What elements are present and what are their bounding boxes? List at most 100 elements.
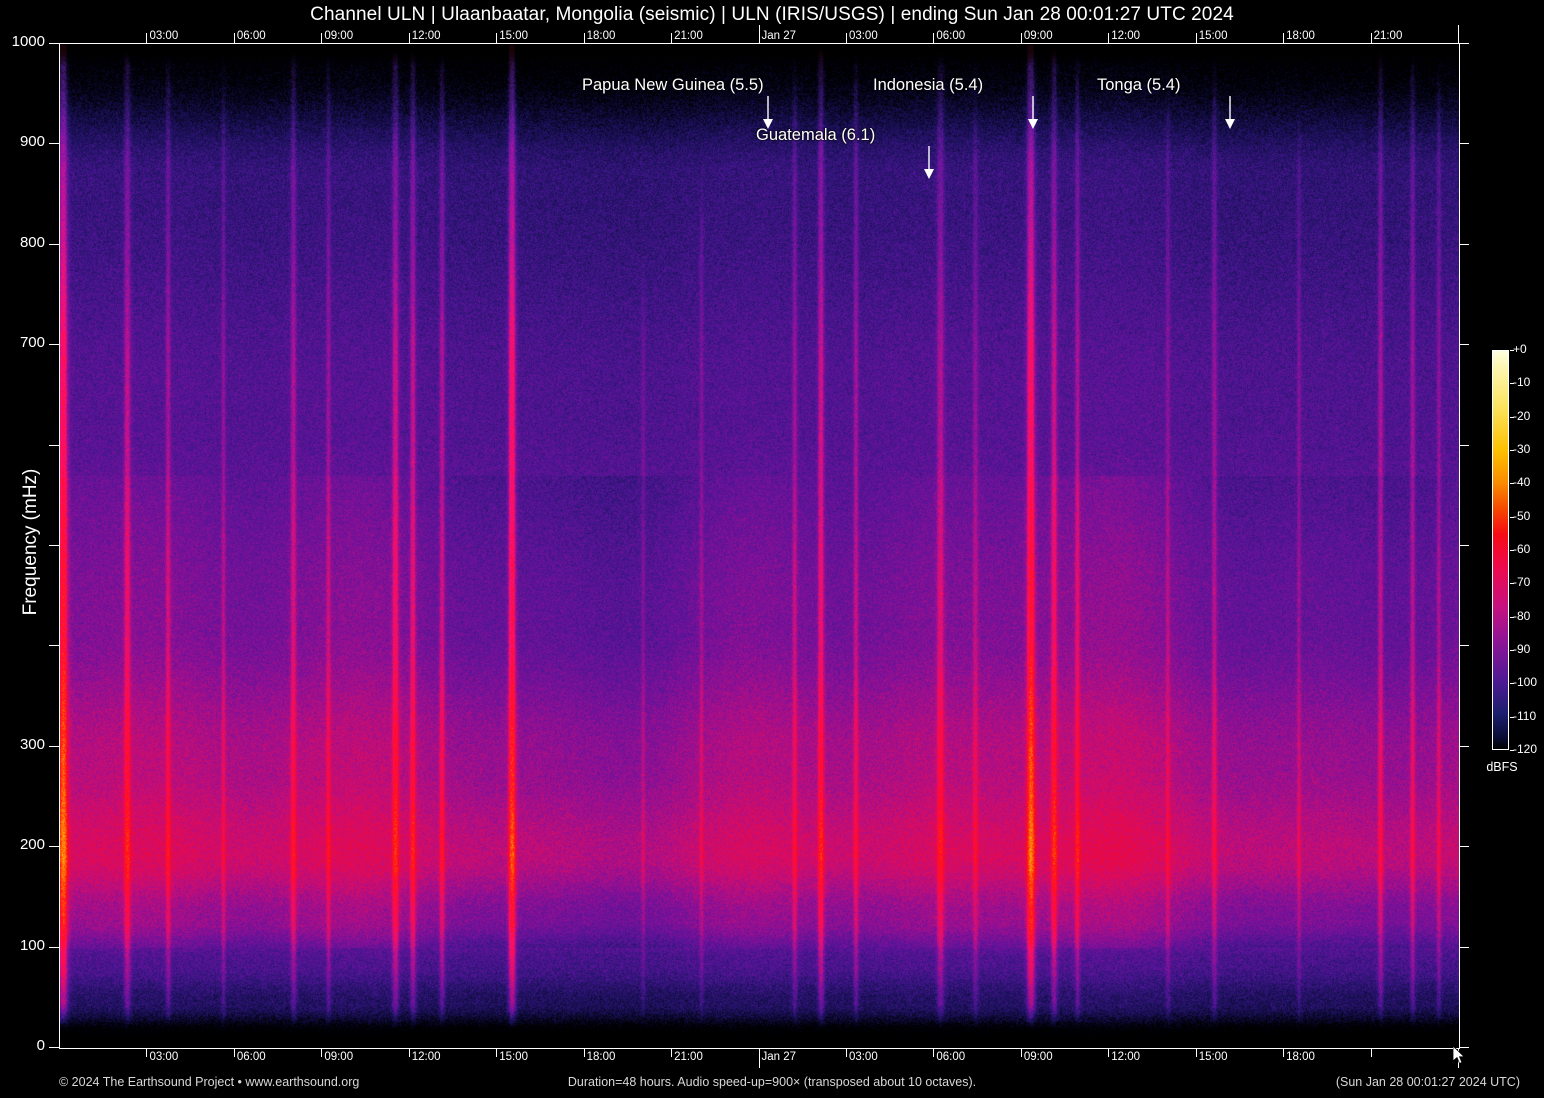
colorbar-unit-label: dBFS — [1486, 760, 1518, 774]
x-tick-bottom — [1108, 1048, 1110, 1057]
x-tick-top — [1283, 33, 1285, 43]
colorbar-tick-label: -30 — [1513, 442, 1531, 456]
x-tick-label-bottom: 09:00 — [1023, 1051, 1053, 1063]
colorbar-tick-label: -110 — [1513, 708, 1537, 723]
colorbar-tick-label: -60 — [1513, 542, 1531, 556]
x-tick-top — [1195, 33, 1197, 43]
colorbar-tick-mark — [1510, 483, 1514, 485]
y-tick-label: 900 — [19, 133, 45, 151]
footer-copyright: © 2024 The Earthsound Project • www.eart… — [59, 1075, 360, 1089]
x-tick-top — [1108, 33, 1110, 43]
y-tick-mark-right — [1459, 344, 1469, 346]
x-tick-bottom — [671, 1048, 673, 1057]
colorbar-tick-label: -10 — [1513, 375, 1531, 390]
x-tick-bottom — [321, 1048, 323, 1057]
colorbar-tick-mark — [1510, 350, 1514, 351]
colorbar-tick-mark — [1510, 683, 1514, 685]
x-tick-label-top: 09:00 — [324, 30, 354, 42]
y-tick-label: 200 — [19, 836, 45, 854]
x-tick-top — [496, 33, 498, 43]
event-annotation-label: Indonesia (5.4) — [873, 76, 984, 94]
y-tick-mark-right — [1459, 946, 1469, 948]
y-tick-mark — [49, 1047, 59, 1048]
x-tick-top — [845, 33, 847, 43]
x-tick-bottom — [583, 1048, 585, 1057]
event-annotation-arrow-icon — [1028, 96, 1038, 129]
colorbar-tick-mark — [1510, 516, 1514, 518]
x-tick-label-top: 12:00 — [1111, 30, 1141, 42]
y-tick-mark-right — [1459, 1047, 1469, 1048]
y-tick-mark — [49, 846, 59, 848]
x-tick-label-top: 09:00 — [1023, 30, 1053, 42]
x-tick-bottom — [146, 1048, 148, 1057]
x-tick-label-top: 03:00 — [149, 30, 179, 42]
colorbar-tick-mark — [1510, 383, 1514, 385]
x-tick-label-bottom: 03:00 — [149, 1051, 179, 1063]
spectrogram-image-area[interactable] — [60, 44, 1459, 1048]
x-tick-label-bottom: 12:00 — [411, 1051, 441, 1063]
page-title: Channel ULN | Ulaanbaatar, Mongolia (sei… — [310, 4, 1234, 25]
colorbar-tick-label: -50 — [1513, 508, 1531, 523]
event-annotation-label: Guatemala (6.1) — [756, 126, 876, 144]
colorbar-tick-label: -70 — [1513, 575, 1531, 590]
x-day-separator-top — [758, 25, 760, 43]
x-tick-label-bottom: 12:00 — [1111, 1051, 1141, 1063]
y-tick-mark — [49, 143, 59, 145]
x-tick-label-top: 12:00 — [411, 30, 441, 42]
colorbar[interactable]: +0 -10 -20 -30 -40 -50 -60 -70 -80 -90 -100 -110 -12… — [1492, 342, 1537, 756]
x-tick-label-top: 15:00 — [499, 30, 528, 42]
colorbar-tick-label: -40 — [1513, 475, 1531, 490]
y-tick-mark-right — [1459, 846, 1469, 848]
x-tick-label-bottom: 09:00 — [324, 1051, 354, 1063]
x-tick-bottom — [1195, 1048, 1197, 1057]
x-tick-top — [1020, 33, 1022, 43]
colorbar-tick-mark — [1510, 716, 1514, 718]
colorbar-gradient — [1492, 350, 1509, 750]
y-tick-mark-right — [1459, 745, 1469, 747]
footer-timestamp: (Sun Jan 28 00:01:27 2024 UTC) — [1335, 1075, 1520, 1089]
colorbar-tick-mark — [1510, 650, 1514, 651]
colorbar-tick-mark — [1510, 416, 1514, 418]
x-tick-label-top: 21:00 — [674, 30, 703, 42]
event-annotation-label: Tonga (5.4) — [1097, 76, 1181, 94]
x-tick-bottom — [496, 1048, 498, 1057]
x-tick-label-top: 06:00 — [236, 30, 266, 42]
x-tick-label-top: 18:00 — [1286, 30, 1315, 42]
colorbar-tick-label: -100 — [1513, 675, 1538, 690]
colorbar-tick-label: -120 — [1513, 742, 1538, 756]
x-tick-label-top: 15:00 — [1198, 30, 1228, 42]
x-tick-label-bottom: 15:00 — [499, 1051, 528, 1063]
x-tick-top — [671, 33, 673, 43]
x-tick-label-top: 18:00 — [586, 30, 616, 42]
x-tick-top — [1370, 33, 1372, 43]
x-tick-label-bottom: 03:00 — [848, 1051, 878, 1063]
x-day-separator-top — [1458, 25, 1459, 43]
colorbar-tick-mark — [1510, 583, 1514, 585]
colorbar-tick-mark — [1510, 450, 1514, 451]
x-tick-top — [321, 33, 323, 43]
x-tick-label-top: 21:00 — [1373, 30, 1403, 42]
y-tick-mark-right — [1459, 43, 1469, 44]
y-tick-mark — [49, 545, 59, 546]
spectrogram-canvas — [60, 44, 1459, 1048]
y-tick-mark-right — [1459, 645, 1469, 647]
x-tick-top — [146, 33, 148, 43]
x-tick-top — [233, 33, 235, 43]
x-tick-label-bottom: 06:00 — [236, 1051, 266, 1063]
y-tick-label: 700 — [19, 334, 45, 352]
x-day-separator-bottom — [758, 1048, 760, 1068]
x-tick-bottom — [1283, 1048, 1285, 1057]
x-tick-label-bottom: 21:00 — [674, 1051, 703, 1063]
spectrogram-plot[interactable]: Papua New Guinea (5.5) Guatemala (6.1) Ind… — [59, 43, 1460, 1049]
y-tick-label: 0 — [36, 1037, 45, 1054]
event-annotation-arrow-icon — [924, 146, 934, 179]
x-tick-label-bottom: Jan 27 — [761, 1051, 797, 1063]
y-tick-mark — [49, 745, 59, 747]
colorbar-tick-mark — [1510, 750, 1514, 751]
x-tick-label-bottom: 15:00 — [1198, 1051, 1228, 1063]
x-tick-label-bottom: 18:00 — [586, 1051, 616, 1063]
y-tick-label: 100 — [19, 936, 45, 954]
x-tick-label-top: 06:00 — [936, 30, 966, 42]
colorbar-tick-mark — [1510, 616, 1514, 618]
colorbar-tick-label: -90 — [1513, 642, 1531, 656]
